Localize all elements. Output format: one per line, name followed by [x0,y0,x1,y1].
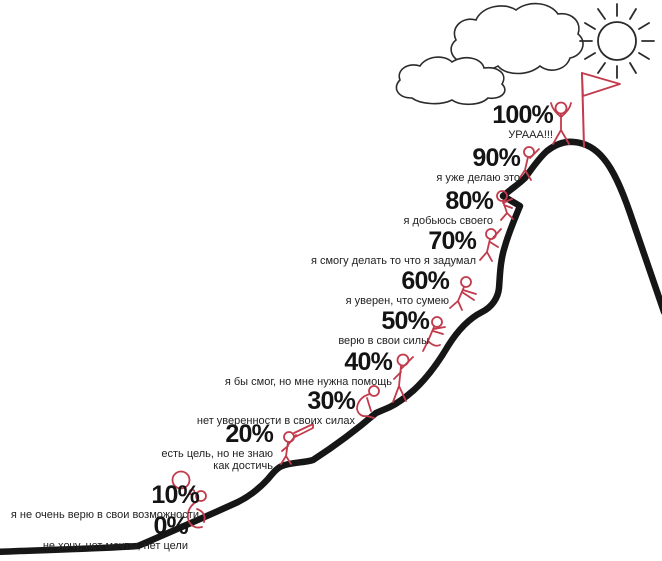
flag-icon [581,72,621,148]
figure-10-sitting-thinking [171,470,207,529]
caption-30: нет уверенности в своих силах [196,414,355,427]
caption-100: УРААА!!! [508,128,553,141]
milestone-label-20: 20% есть цель, но не знаю как достичь [161,420,273,473]
milestone-label-80: 80% я добьюсь своего [403,187,494,227]
caption-10: я не очень верю в свои возможности [10,508,199,521]
figure-60-climbing [449,276,477,311]
percent-30: 30% [307,387,355,415]
figure-80-climbing [496,190,514,221]
figure-90-climbing [518,146,540,181]
figure-30-crouching [356,385,380,419]
percent-10: 10% [151,481,199,509]
milestone-label-60: 60% я уверен, что сумею [345,267,450,307]
caption-50: верю в свои силы [338,334,429,347]
milestone-label-50: 50% верю в свои силы [338,307,429,347]
telescope-icon [293,423,314,438]
milestone-label-0: 0% не хочу, нет мечты, нет цели [42,512,189,552]
percent-0: 0% [153,512,188,540]
big-cloud-icon [450,2,584,75]
small-cloud-icon [395,56,506,106]
milestone-label-40: 40% я бы смог, но мне нужна помощь [224,348,393,388]
mountain-outline [0,138,662,556]
sun-icon [579,3,655,79]
percent-90: 90% [472,144,520,172]
figure-40-hand-raised [392,353,414,403]
caption-90: я уже делаю это [436,171,520,184]
milestone-label-90: 90% я уже делаю это [436,144,520,184]
percent-20: 20% [225,420,273,448]
milestone-label-100: 100% УРААА!!! [492,101,554,141]
thought-bubble-icon [171,470,191,490]
figure-70-climbing [479,228,502,262]
percent-80: 80% [445,187,493,215]
caption-60: я уверен, что сумею [345,294,449,307]
percent-60: 60% [401,267,449,295]
figure-100-celebrating [550,101,572,145]
percent-50: 50% [381,307,429,335]
caption-40: я бы смог, но мне нужна помощь [224,375,392,388]
figure-50-climbing [422,316,446,352]
thought-bubble-dot-icon [188,488,196,496]
milestone-label-10: 10% я не очень верю в свои возможности [10,481,200,521]
milestone-label-30: 30% нет уверенности в своих силах [196,387,356,427]
percent-40: 40% [344,348,392,376]
caption-70: я смогу делать то что я задумал [310,254,476,267]
percent-100: 100% [492,101,554,129]
caption-20: есть цель, но не знаю как достичь [161,447,273,473]
figure-20-telescope [280,423,314,465]
milestone-label-70: 70% я смогу делать то что я задумал [310,227,477,267]
caption-80: я добьюсь своего [403,214,493,227]
caption-0: не хочу, нет мечты, нет цели [42,539,188,552]
percent-70: 70% [428,227,476,255]
